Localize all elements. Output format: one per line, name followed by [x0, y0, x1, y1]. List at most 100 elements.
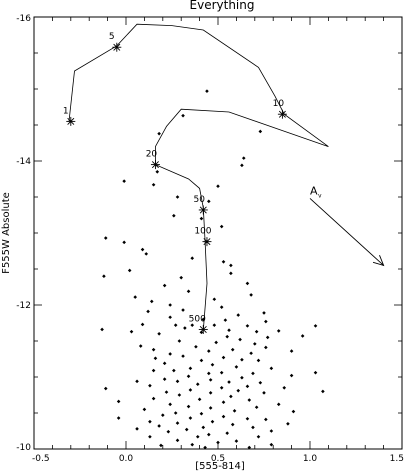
data-point — [265, 335, 270, 340]
arrow-head — [372, 255, 385, 267]
x-tick-labels: -0.5 0.0 0.5 1.0 1.5 — [32, 454, 404, 464]
data-point — [256, 434, 261, 439]
track-markers: 1 5 10 20 50 100 500 — [63, 32, 287, 334]
data-point — [177, 393, 182, 397]
data-point — [249, 351, 253, 356]
x-tick-label: 0.0 — [119, 454, 134, 464]
data-points — [100, 89, 325, 450]
x-axis-label: [555-814] — [195, 461, 245, 472]
data-point — [245, 281, 250, 286]
data-point — [184, 427, 189, 432]
data-point — [212, 323, 217, 327]
data-point — [194, 344, 198, 349]
data-point — [223, 318, 228, 322]
data-point — [229, 263, 233, 268]
data-point — [300, 334, 305, 338]
data-point — [168, 402, 172, 407]
data-point — [122, 179, 126, 183]
data-point — [229, 271, 233, 276]
data-point — [241, 156, 246, 160]
arrow-label-sub: v — [318, 192, 322, 199]
data-point — [262, 391, 266, 395]
data-point — [161, 413, 165, 417]
data-point — [230, 422, 235, 427]
data-point — [269, 442, 274, 447]
data-point — [151, 396, 156, 401]
data-point — [199, 411, 204, 416]
data-point — [133, 295, 137, 299]
data-point — [264, 319, 268, 324]
data-point — [148, 434, 152, 439]
data-point — [186, 374, 191, 379]
data-point — [240, 357, 244, 362]
data-point — [254, 329, 259, 334]
data-point — [207, 371, 211, 376]
track-marker-5 — [112, 42, 122, 52]
data-point — [162, 283, 167, 288]
data-point — [186, 404, 191, 409]
data-point — [173, 323, 178, 327]
data-point — [175, 195, 180, 199]
track-marker-100 — [202, 237, 212, 247]
track-marker-label: 5 — [109, 32, 115, 42]
data-point — [140, 247, 145, 252]
data-point — [210, 362, 215, 367]
data-point — [168, 315, 172, 320]
data-point — [254, 405, 259, 410]
data-point — [221, 355, 226, 360]
data-point — [219, 370, 224, 375]
data-point — [151, 182, 156, 187]
data-point — [175, 379, 180, 384]
data-point — [236, 313, 241, 317]
data-point — [181, 308, 185, 312]
data-point — [183, 326, 187, 330]
data-point — [225, 431, 229, 435]
data-point — [177, 339, 182, 343]
data-point — [276, 402, 281, 407]
data-point — [135, 427, 139, 431]
data-point — [234, 365, 239, 369]
data-point — [245, 384, 250, 389]
data-point — [219, 305, 224, 309]
y-tick-label: -14 — [16, 157, 31, 167]
data-point — [251, 371, 255, 376]
data-point — [227, 380, 231, 384]
data-point — [203, 445, 207, 450]
track-marker-20 — [150, 160, 160, 170]
data-point — [199, 330, 204, 335]
axis-ticks — [33, 16, 403, 450]
data-point — [181, 354, 185, 358]
track-marker-10 — [277, 109, 287, 119]
data-point — [282, 386, 287, 390]
data-point — [122, 240, 126, 245]
data-point — [166, 429, 171, 434]
data-point — [212, 297, 217, 302]
data-point — [173, 411, 178, 415]
data-point — [195, 434, 200, 439]
data-point — [264, 345, 268, 350]
data-point — [236, 388, 241, 393]
data-point — [129, 329, 134, 334]
data-point — [181, 113, 185, 118]
data-point — [321, 389, 325, 394]
track-marker-label: 20 — [146, 150, 158, 160]
data-point — [168, 303, 172, 307]
data-point — [313, 370, 318, 375]
track-marker-label: 100 — [194, 227, 211, 237]
data-point — [149, 299, 154, 304]
data-point — [151, 368, 156, 373]
track-marker-label: 500 — [189, 314, 206, 324]
data-point — [164, 390, 169, 394]
data-point — [229, 394, 233, 399]
data-point — [155, 170, 160, 174]
data-point — [251, 425, 255, 430]
data-point — [225, 334, 229, 339]
data-point — [313, 324, 318, 328]
data-point — [208, 391, 213, 395]
data-point — [188, 388, 193, 392]
arrow-shaft — [309, 198, 384, 266]
data-point — [256, 358, 261, 363]
data-point — [210, 419, 215, 424]
